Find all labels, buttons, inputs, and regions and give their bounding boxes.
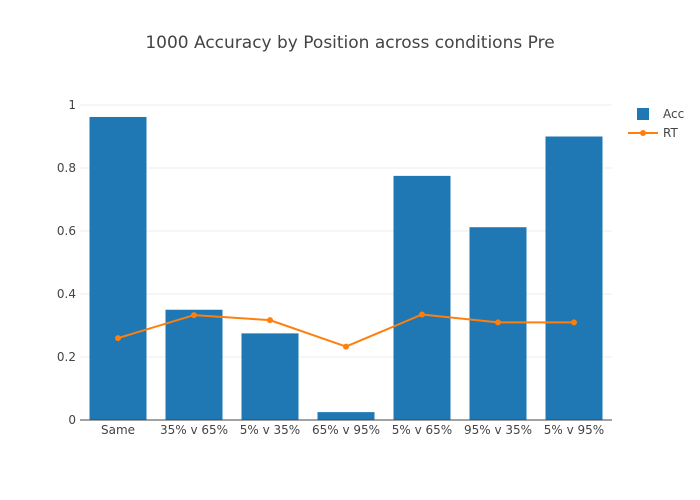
y-tick-label: 0.8 [57,161,76,175]
y-tick-label: 1 [68,98,76,112]
rt-point-5[interactable] [419,311,425,318]
line-series [115,311,577,350]
x-tick-label: 65% v 95% [312,423,380,437]
bar-1[interactable] [89,116,147,420]
bar-series [89,116,603,421]
x-tick-label: 95% v 35% [464,423,532,437]
x-tick-label: 5% v 35% [240,423,300,437]
y-tick-labels: 0 0.2 0.4 0.6 0.8 1 [57,98,76,427]
y-tick-label: 0.4 [57,287,76,301]
x-tick-label: Same [101,423,135,437]
legend-acc-swatch[interactable] [637,108,649,120]
y-tick-label: 0.6 [57,224,76,238]
bar-3[interactable] [241,333,299,420]
rt-point-7[interactable] [571,319,577,326]
gridlines [80,104,612,358]
legend-rt-marker[interactable] [640,130,646,136]
x-tick-label: 35% v 65% [160,423,228,437]
bar-4[interactable] [317,412,375,420]
rt-point-1[interactable] [115,335,121,342]
bar-5[interactable] [393,175,451,420]
rt-point-2[interactable] [191,312,197,319]
rt-point-4[interactable] [343,343,349,350]
legend-rt-label[interactable]: RT [663,126,678,140]
chart-title: 1000 Accuracy by Position across conditi… [145,33,555,53]
y-tick-label: 0.2 [57,350,76,364]
x-tick-label: 5% v 65% [392,423,452,437]
legend: Acc RT [628,107,684,140]
y-tick-label: 0 [68,413,76,427]
rt-point-3[interactable] [267,317,273,324]
rt-point-6[interactable] [495,319,501,326]
x-tick-labels: Same 35% v 65% 5% v 35% 65% v 95% 5% v 65% 95… [101,423,604,437]
legend-acc-label[interactable]: Acc [663,107,684,121]
x-tick-label: 5% v 95% [544,423,604,437]
bar-7[interactable] [545,136,603,421]
bar-2[interactable] [165,309,223,420]
